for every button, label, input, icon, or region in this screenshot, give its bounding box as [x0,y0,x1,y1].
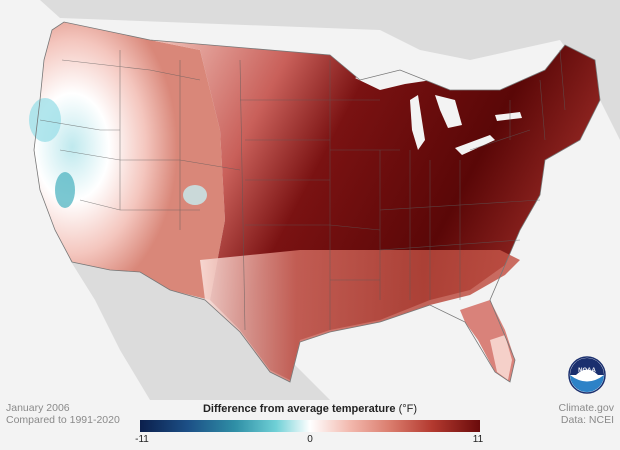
legend-title-text: Difference from average temperature [202,403,396,415]
lake-michigan [410,95,425,150]
legend-max-label: 11 [472,434,484,445]
map-canvas [0,0,620,400]
florida-south [490,335,512,380]
credit-label: Climate.gov [558,402,614,414]
west-region [34,22,225,300]
data-source-label: Data: NCEI [560,414,614,426]
baseline-label: Compared to 1991-2020 [6,414,120,426]
lake-huron [435,95,462,128]
period-caption: January 2006 Compared to 1991-2020 [6,402,120,426]
lake-superior [355,68,432,90]
legend-min-label: -11 [135,434,149,445]
south-region [200,250,520,382]
us-outline [33,21,601,383]
credit-caption: Climate.gov Data: NCEI [559,402,614,426]
legend-mid-label: 0 [307,434,313,445]
legend-colorbar [140,420,480,432]
legend-title: Difference from average temperature (°F) [140,403,480,415]
canada-landmass [0,0,620,140]
cold-anomaly-sierra [55,172,75,208]
lake-ontario [495,112,522,121]
lake-erie [455,135,495,155]
legend-unit: (°F) [398,403,418,415]
cold-anomaly-oregon [29,98,61,142]
noaa-logo: NOAA [568,356,606,394]
state-borders [39,49,566,331]
noaa-logo-text: NOAA [578,368,596,374]
cold-anomaly-wyoming [183,185,207,205]
period-label: January 2006 [6,402,70,414]
